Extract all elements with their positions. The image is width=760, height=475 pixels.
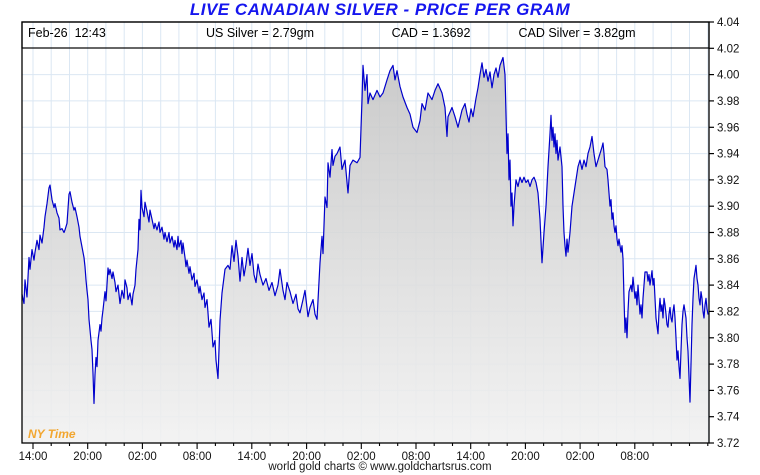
x-tick-label: 02:00 xyxy=(566,451,595,463)
x-tick-label: 08:00 xyxy=(620,451,649,463)
y-tick-label: 4.04 xyxy=(717,17,740,29)
header-date: Feb-26 xyxy=(28,26,68,40)
y-tick-label: 3.94 xyxy=(717,149,740,161)
x-tick-label: 20:00 xyxy=(292,451,321,463)
y-tick-label: 3.86 xyxy=(717,254,739,266)
timezone-label: NY Time xyxy=(28,427,76,441)
header-date-time: Feb-26 12:43 xyxy=(28,26,106,40)
y-tick-label: 3.72 xyxy=(717,438,739,450)
x-tick-label: 14:00 xyxy=(237,451,266,463)
y-tick-label: 3.76 xyxy=(717,385,739,397)
y-tick-label: 3.92 xyxy=(717,175,739,187)
y-tick-label: 3.84 xyxy=(717,280,740,292)
header-time: 12:43 xyxy=(74,26,106,40)
y-tick-label: 4.02 xyxy=(717,43,739,55)
x-tick-label: 20:00 xyxy=(511,451,540,463)
y-tick-label: 3.74 xyxy=(717,412,740,424)
y-axis: 4.04 4.02 4.00 3.98 3.96 3.94 3.92 3.90 3.88 3.86… xyxy=(709,17,740,450)
header-strip-box xyxy=(21,21,710,49)
y-tick-label: 3.82 xyxy=(717,306,739,318)
y-tick-label: 3.96 xyxy=(717,122,739,134)
price-area-fill xyxy=(22,57,708,443)
attribution-footer: world gold charts © www.goldchartsrus.co… xyxy=(268,461,492,473)
y-tick-label: 3.78 xyxy=(717,359,739,371)
x-tick-label: 20:00 xyxy=(73,451,102,463)
x-tick-label: 02:00 xyxy=(128,451,157,463)
header-cad-silver: CAD Silver = 3.82gm xyxy=(518,26,636,40)
chart-title: LIVE CANADIAN SILVER - PRICE PER GRAM xyxy=(189,0,571,19)
y-tick-label: 3.88 xyxy=(717,228,739,240)
price-line xyxy=(21,56,709,405)
header-us-silver: US Silver = 2.79gm xyxy=(205,26,315,40)
y-tick-label: 3.90 xyxy=(717,201,739,213)
x-tick-label: 08:00 xyxy=(183,451,212,463)
x-axis: 14:00 20:00 02:00 08:00 14:00 20:00 02:00 08:00… xyxy=(19,443,709,463)
x-tick-label: 08:00 xyxy=(402,451,431,463)
header-cad-rate: CAD = 1.3692 xyxy=(391,26,471,40)
x-tick-label: 14:00 xyxy=(19,451,48,463)
y-tick-label: 4.00 xyxy=(717,70,739,82)
y-tick-label: 3.80 xyxy=(717,333,739,345)
x-tick-label: 02:00 xyxy=(347,451,376,463)
x-tick-label: 14:00 xyxy=(456,451,485,463)
y-tick-label: 3.98 xyxy=(717,96,739,108)
